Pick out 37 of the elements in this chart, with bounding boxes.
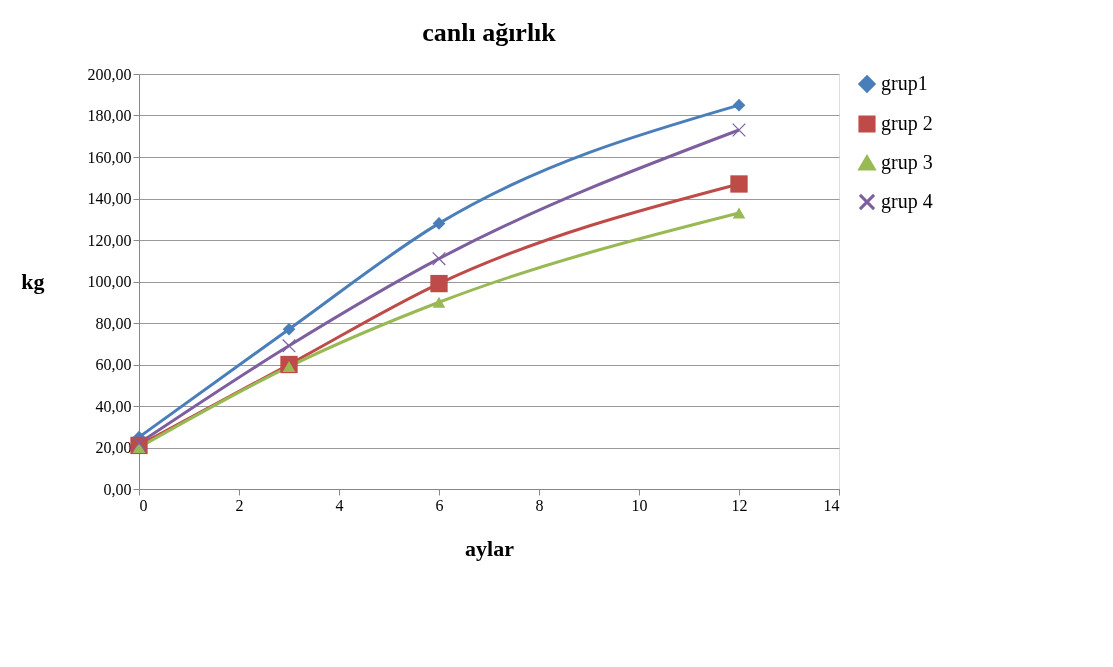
point — [732, 98, 746, 112]
y-tick-label: 140,00 — [87, 190, 132, 207]
legend-label: grup 2 — [881, 112, 933, 135]
y-tick-label: 160,00 — [87, 148, 132, 166]
x-tick-label: 6 — [435, 496, 444, 514]
y-tick-label: 0,00 — [103, 480, 132, 498]
point — [432, 217, 446, 230]
point — [432, 251, 446, 266]
x-tick-label: 10 — [631, 496, 648, 514]
point — [282, 322, 296, 336]
point — [282, 338, 296, 353]
legend-label: grup 3 — [881, 151, 933, 174]
point — [430, 274, 448, 293]
chart-title: canlı ağırlık — [422, 18, 557, 47]
y-axis-title: kg — [21, 269, 45, 294]
x-tick-label: 14 — [823, 496, 840, 514]
y-tick-label: 40,00 — [95, 397, 132, 415]
y-tick-label: 20,00 — [95, 439, 132, 456]
x-tick-label: 12 — [731, 496, 748, 514]
x-axis-title: aylar — [465, 535, 515, 561]
legend-label: grup 4 — [881, 190, 933, 213]
legend-label: grup1 — [881, 72, 928, 95]
x-tick-label: 2 — [235, 496, 244, 514]
point — [132, 436, 146, 451]
point — [432, 296, 446, 308]
point — [732, 207, 746, 219]
x-tick-label: 0 — [139, 496, 148, 514]
y-tick-label: 180,00 — [87, 107, 132, 124]
y-tick-label: 100,00 — [87, 273, 132, 290]
point — [730, 175, 748, 193]
y-tick-label: 200,00 — [87, 65, 132, 83]
point — [732, 123, 746, 137]
y-tick-label: 80,00 — [95, 314, 132, 332]
y-tick-label: 120,00 — [87, 231, 132, 249]
x-tick-label: 4 — [335, 496, 344, 514]
y-tick-label: 60,00 — [95, 356, 132, 373]
x-tick-label: 8 — [535, 496, 544, 514]
